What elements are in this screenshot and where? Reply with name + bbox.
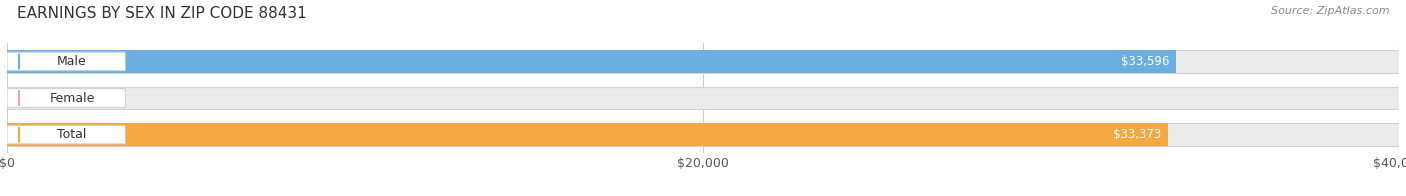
Text: EARNINGS BY SEX IN ZIP CODE 88431: EARNINGS BY SEX IN ZIP CODE 88431 xyxy=(17,6,307,21)
FancyBboxPatch shape xyxy=(7,89,125,107)
Text: $0: $0 xyxy=(35,92,49,104)
Bar xyxy=(7,50,1399,73)
Text: Total: Total xyxy=(58,128,87,141)
Bar xyxy=(7,123,1168,146)
FancyBboxPatch shape xyxy=(7,52,125,71)
Text: $33,373: $33,373 xyxy=(1114,128,1161,141)
Text: Female: Female xyxy=(49,92,94,104)
Text: Source: ZipAtlas.com: Source: ZipAtlas.com xyxy=(1271,6,1389,16)
Bar xyxy=(7,50,1177,73)
Text: Male: Male xyxy=(58,55,87,68)
FancyBboxPatch shape xyxy=(7,125,125,144)
Bar xyxy=(7,123,1399,146)
Bar xyxy=(7,87,1399,109)
Text: $33,596: $33,596 xyxy=(1121,55,1170,68)
